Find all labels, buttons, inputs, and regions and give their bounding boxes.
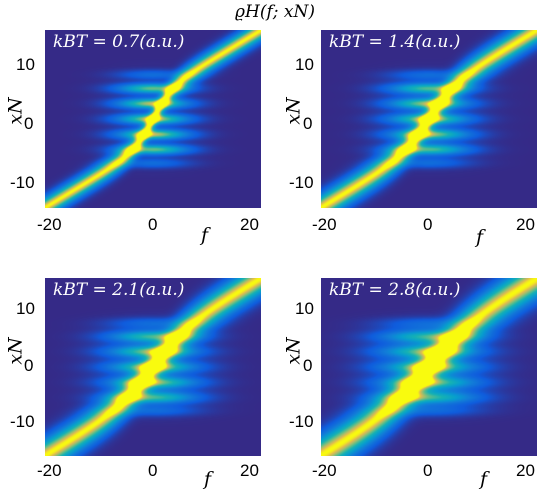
- y-tick-label: -10: [289, 412, 314, 431]
- temperature-label: kBT = 2.1(a.u.): [53, 280, 185, 300]
- x-tick-label: 20: [240, 215, 259, 234]
- temperature-label: kBT = 1.4(a.u.): [329, 32, 461, 52]
- y-axis-label: xN: [282, 97, 305, 125]
- heatmap-plot: kBT = 1.4(a.u.): [321, 30, 537, 208]
- figure-title-text: ϱH(f; xN): [235, 2, 315, 22]
- x-axis-label: f: [204, 468, 212, 490]
- x-tick-label: 0: [423, 215, 433, 234]
- x-tick-label: 20: [516, 215, 535, 234]
- y-axis-label: xN: [4, 97, 27, 125]
- x-axis-label: f: [480, 468, 488, 490]
- y-tick-label: 10: [16, 55, 35, 74]
- y-tick-label: 0: [303, 356, 313, 375]
- y-tick-label: 0: [303, 114, 313, 133]
- figure-title: ϱH(f; xN): [0, 2, 550, 22]
- y-tick-label: -10: [10, 173, 35, 192]
- x-tick-label: 20: [516, 461, 535, 480]
- x-axis-label: f: [476, 226, 484, 248]
- heatmap-plot: kBT = 2.1(a.u.): [45, 278, 261, 456]
- heatmap-plot: kBT = 0.7(a.u.): [45, 30, 261, 208]
- y-tick-label: -10: [289, 173, 314, 192]
- heatmap-canvas: [45, 278, 261, 456]
- x-axis-label: f: [201, 224, 209, 246]
- y-tick-label: 10: [295, 55, 314, 74]
- x-tick-label: -20: [37, 461, 62, 480]
- x-tick-label: 0: [423, 461, 433, 480]
- heatmap-canvas: [321, 30, 537, 208]
- y-axis-label: xN: [282, 337, 305, 365]
- x-tick-label: 0: [148, 215, 158, 234]
- x-tick-label: -20: [37, 215, 62, 234]
- x-tick-label: 0: [148, 461, 158, 480]
- x-tick-label: -20: [312, 215, 337, 234]
- temperature-label: kBT = 0.7(a.u.): [53, 32, 185, 52]
- x-tick-label: 20: [240, 461, 259, 480]
- heatmap-plot: kBT = 2.8(a.u.): [321, 278, 537, 456]
- x-tick-label: -20: [312, 461, 337, 480]
- heatmap-canvas: [321, 278, 537, 456]
- y-tick-label: 0: [24, 114, 34, 133]
- y-tick-label: 10: [16, 299, 35, 318]
- y-tick-label: 10: [295, 299, 314, 318]
- y-axis-label: xN: [4, 337, 27, 365]
- y-tick-label: -10: [10, 412, 35, 431]
- heatmap-canvas: [45, 30, 261, 208]
- y-tick-label: 0: [24, 356, 34, 375]
- temperature-label: kBT = 2.8(a.u.): [329, 280, 461, 300]
